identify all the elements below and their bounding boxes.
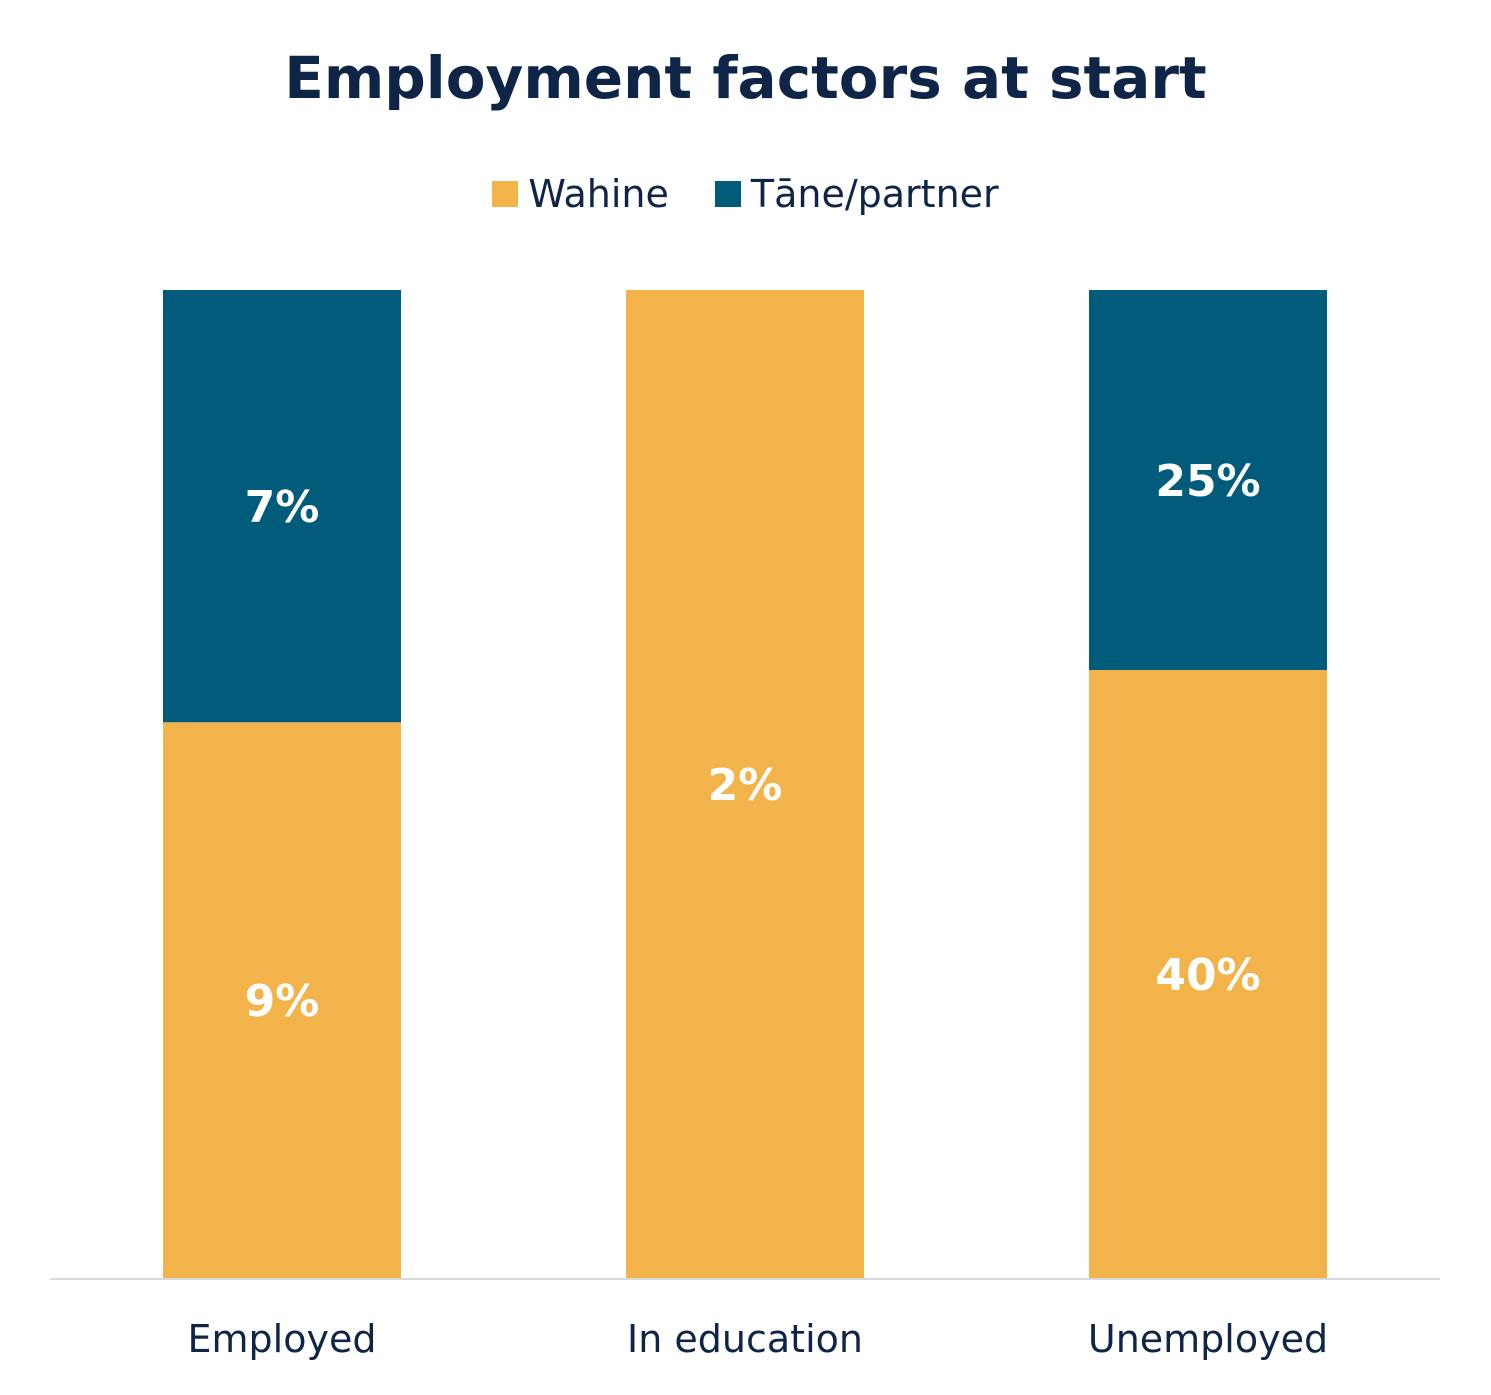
- legend-item-tane-partner: Tāne/partner: [714, 172, 999, 216]
- bar-employed-wahine: [163, 722, 401, 1278]
- data-label-in-education-wahine: 2%: [708, 760, 783, 811]
- legend-label-tane-partner: Tāne/partner: [750, 172, 999, 216]
- bar-in-education-wahine: [626, 290, 864, 1278]
- legend-label-wahine: Wahine: [528, 172, 669, 216]
- legend-swatch-wahine: [492, 181, 519, 207]
- chart-title: Employment factors at start: [284, 44, 1207, 112]
- legend: Wahine Tāne/partner: [0, 172, 1491, 216]
- legend-item-wahine: Wahine: [492, 172, 669, 216]
- x-tick-label-in-education: In education: [627, 1317, 863, 1361]
- x-tick-label-employed: Employed: [188, 1317, 377, 1361]
- legend-swatch-tane-partner: [714, 181, 741, 207]
- data-label-employed-wahine: 9%: [245, 976, 320, 1027]
- bar-unemployed-wahine: [1089, 670, 1327, 1278]
- data-label-unemployed-wahine: 40%: [1155, 950, 1260, 1001]
- data-label-unemployed-t-ne-partner: 25%: [1155, 456, 1260, 507]
- bar-employed-t-ne-partner: [163, 290, 401, 723]
- data-label-employed-t-ne-partner: 7%: [245, 482, 320, 533]
- x-tick-label-unemployed: Unemployed: [1088, 1317, 1328, 1361]
- bar-unemployed-t-ne-partner: [1089, 290, 1327, 670]
